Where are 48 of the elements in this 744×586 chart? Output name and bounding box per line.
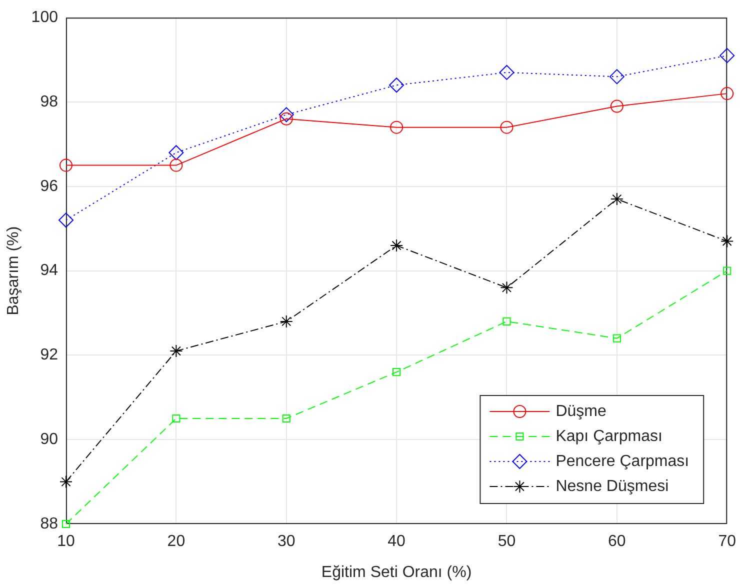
legend-label: Pencere Çarpması [556,452,690,470]
x-tick-label: 40 [388,533,406,550]
point [390,238,404,252]
point [500,281,514,294]
point [610,192,624,206]
y-tick-label: 96 [40,178,58,195]
point [720,48,735,64]
point [720,234,734,248]
point [280,314,293,328]
x-tick-label: 60 [608,533,626,550]
point [60,475,72,488]
y-tick-label: 94 [40,262,58,280]
y-tick-label: 92 [40,346,58,364]
legend-label: Nesne Düşmesi [556,478,669,495]
legend-label: Düşme [556,402,606,420]
y-tick-label: 90 [40,431,58,448]
point [610,100,624,113]
x-axis-title: Eğitim Seti Oranı (%) [321,564,472,581]
point [282,414,290,423]
point [172,414,180,423]
x-tick-label: 10 [57,533,75,550]
point [170,344,183,358]
point [62,520,70,528]
x-tick-label: 70 [718,533,736,550]
point [60,158,72,172]
point [723,266,732,275]
point [502,317,511,326]
y-tick-label: 98 [40,93,58,110]
point [389,78,404,93]
point [499,64,514,80]
point [609,69,624,84]
y-tick-label: 88 [40,515,58,532]
point [390,120,404,134]
point [168,145,184,160]
y-tick-label: 100 [31,9,58,26]
x-tick-label: 50 [498,533,516,550]
y-axis-title: Başarım (%) [5,226,22,316]
x-tick-label: 30 [277,533,296,550]
point [170,158,183,172]
point [720,87,734,100]
point [500,120,514,134]
point [392,368,401,376]
point [280,112,293,126]
point [278,107,294,122]
x-tick-label: 20 [167,533,186,550]
legend-label: Kapı Çarpması [556,428,662,445]
point [58,212,74,228]
point [612,334,621,342]
